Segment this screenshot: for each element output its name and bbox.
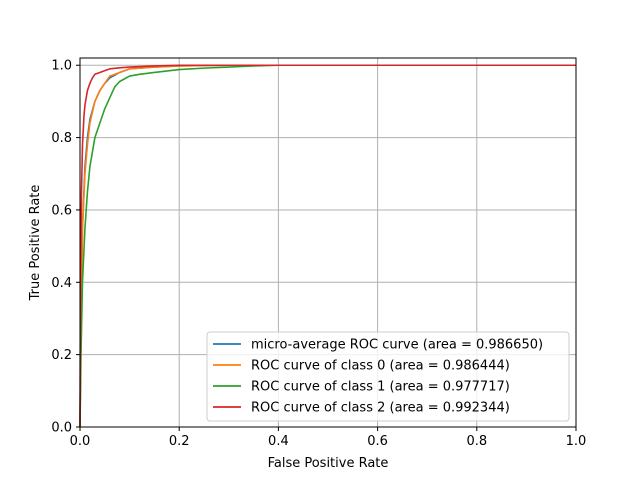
x-axis-title: False Positive Rate xyxy=(268,456,389,471)
series-line-3 xyxy=(79,64,576,428)
y-tick-label: 0.0 xyxy=(51,421,72,436)
legend-label: micro-average ROC curve (area = 0.986650… xyxy=(251,338,543,353)
y-tick-label: 0.4 xyxy=(51,276,72,291)
legend-label: ROC curve of class 0 (area = 0.986444) xyxy=(251,359,510,374)
x-tick-label: 1.0 xyxy=(566,434,587,449)
legend: micro-average ROC curve (area = 0.986650… xyxy=(206,331,570,422)
legend-label: ROC curve of class 2 (area = 0.992344) xyxy=(251,401,510,416)
x-tick-label: 0.8 xyxy=(466,434,487,449)
x-tick-label: 0.2 xyxy=(169,434,190,449)
x-tick-label: 0.4 xyxy=(268,434,289,449)
legend-label: ROC curve of class 1 (area = 0.977717) xyxy=(251,380,510,395)
y-tick-label: 0.8 xyxy=(51,131,72,146)
y-tick-label: 0.6 xyxy=(51,203,72,218)
x-tick-label: 0.6 xyxy=(367,434,388,449)
plot-frame xyxy=(79,57,577,428)
ticks: 0.0 0.2 0.4 0.6 0.8 1.0 0.0 0.2 0.4 0.6 0.8 1.0 xyxy=(51,59,586,449)
grid xyxy=(79,58,577,428)
y-tick-label: 1.0 xyxy=(51,59,72,74)
x-tick-label: 0.0 xyxy=(70,434,91,449)
y-tick-label: 0.2 xyxy=(51,348,72,363)
series-layer xyxy=(79,64,576,428)
y-axis-title: True Positive Rate xyxy=(28,185,43,302)
legend-box xyxy=(206,331,570,422)
